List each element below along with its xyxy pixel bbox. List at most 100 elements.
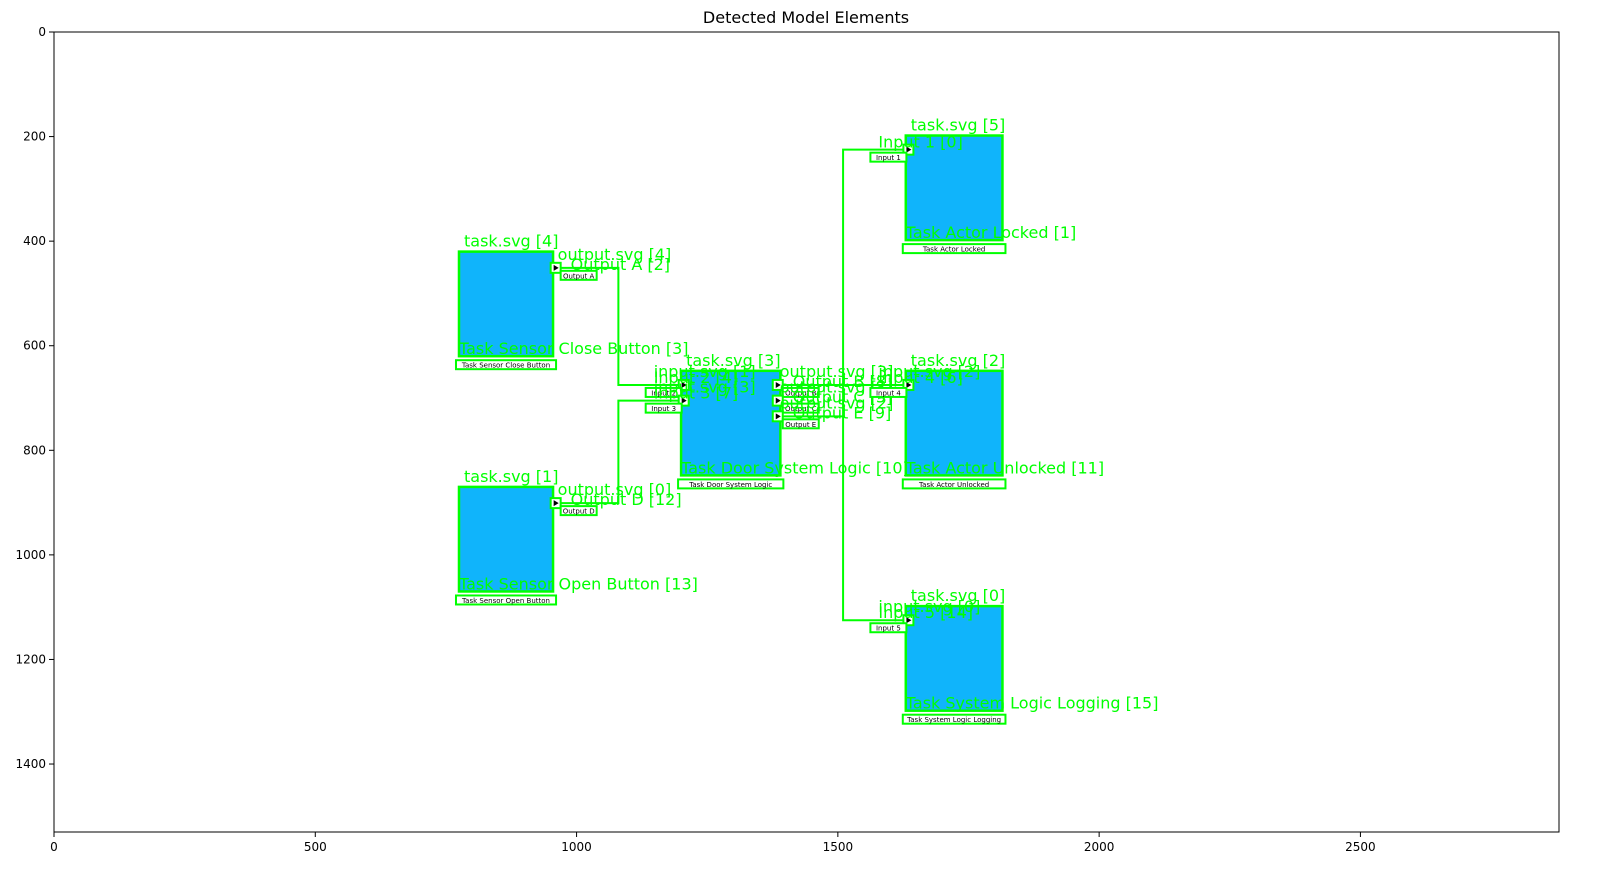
port-caption: Output E bbox=[785, 421, 816, 429]
port-caption: Input 5 bbox=[876, 625, 901, 633]
port-name-label: Input 3 [7] bbox=[654, 384, 738, 403]
port-caption: Output B bbox=[785, 389, 817, 397]
port-name-label: Output B [8] bbox=[793, 372, 892, 391]
task-caption: Task Sensor Close Button bbox=[461, 362, 550, 370]
port-detection-label: output.svg [2] bbox=[780, 393, 894, 412]
task-block bbox=[458, 251, 554, 357]
port-arrow-icon bbox=[775, 381, 781, 388]
port-caption-box bbox=[781, 418, 820, 430]
port-arrow-icon bbox=[775, 413, 781, 420]
port-name-label: Output E [9] bbox=[793, 403, 892, 422]
port-caption: Output D bbox=[563, 508, 595, 516]
task-detection-label: task.svg [1] bbox=[464, 467, 558, 486]
port-name-label: Input 4 [6] bbox=[878, 368, 962, 387]
task-name-label: Task Actor Locked [1] bbox=[905, 223, 1076, 242]
port-name-label: Output D [12] bbox=[571, 490, 682, 509]
plot-frame bbox=[53, 31, 1560, 833]
task-detection-box bbox=[679, 369, 782, 477]
task-detection-box bbox=[457, 485, 555, 593]
x-tick-label: 1000 bbox=[561, 840, 592, 854]
port-name-label: Input 1 [0] bbox=[878, 133, 962, 152]
port-caption-box bbox=[781, 402, 820, 414]
connection-wire bbox=[555, 399, 684, 505]
y-tick-label: 1000 bbox=[15, 548, 46, 562]
port-arrow-icon bbox=[775, 397, 781, 404]
port-caption-box bbox=[869, 151, 908, 163]
port-arrow-icon bbox=[681, 397, 687, 404]
x-tick-label: 0 bbox=[50, 840, 58, 854]
y-tick-label: 0 bbox=[38, 25, 46, 39]
task-caption-box bbox=[454, 359, 558, 371]
y-tick-label: 400 bbox=[23, 234, 46, 248]
axis-ticks: 0 500 1000 1500 2000 2500 0 200 400 600 800 1000 120… bbox=[15, 25, 1375, 854]
port-detection-label: output.svg [4] bbox=[558, 245, 672, 264]
x-tick-label: 1500 bbox=[823, 840, 854, 854]
task-caption-box bbox=[677, 478, 785, 490]
port-name-label: Input 5 [14] bbox=[878, 603, 973, 622]
task-detection-label: task.svg [0] bbox=[911, 586, 1005, 605]
port-caption: Output C bbox=[785, 405, 817, 413]
port-caption: Input 1 bbox=[876, 154, 901, 162]
port-caption-box bbox=[644, 386, 683, 398]
port-arrow-icon bbox=[906, 617, 912, 624]
connection-wire bbox=[842, 416, 909, 622]
port-caption: Input 3 bbox=[651, 405, 676, 413]
port-detection-label: output.svg [1] bbox=[780, 378, 894, 397]
port-caption-box bbox=[781, 386, 820, 398]
task-caption: Task Actor Locked bbox=[922, 246, 985, 254]
task-detection-box bbox=[904, 134, 1004, 242]
port-arrow-icon bbox=[906, 381, 912, 388]
task-name-label: Task Actor Unlocked [11] bbox=[905, 458, 1104, 477]
task-name-label: Task Door System Logic [10] bbox=[680, 458, 909, 477]
task-detection-box bbox=[904, 604, 1004, 712]
port-caption-box bbox=[869, 622, 908, 634]
port-detection-label: output.svg [0] bbox=[558, 480, 672, 499]
port-caption-box bbox=[869, 386, 908, 398]
port-caption: Input 4 bbox=[876, 389, 901, 397]
task-block bbox=[905, 370, 1003, 476]
x-tick-label: 2000 bbox=[1084, 840, 1115, 854]
task-block bbox=[905, 135, 1003, 241]
task-block bbox=[458, 486, 554, 592]
task-caption-box bbox=[454, 594, 558, 606]
task-block bbox=[905, 606, 1003, 711]
task-name-label: Task Sensor Close Button [3] bbox=[458, 339, 689, 358]
task-caption-box bbox=[901, 713, 1007, 725]
port-detection-label: input.svg [2] bbox=[878, 362, 980, 381]
port-name-label: Input 2 [4] bbox=[654, 368, 738, 387]
x-tick-label: 500 bbox=[304, 840, 327, 854]
task-detection-label: task.svg [3] bbox=[686, 351, 780, 370]
connection-wire bbox=[555, 266, 684, 386]
x-tick-label: 2500 bbox=[1345, 840, 1376, 854]
task-detection-label: task.svg [5] bbox=[911, 116, 1005, 135]
task-block bbox=[681, 370, 781, 476]
port-caption-box bbox=[644, 402, 683, 414]
y-tick-label: 800 bbox=[23, 443, 46, 457]
port-arrow-icon bbox=[681, 381, 687, 388]
task-detection-box bbox=[904, 369, 1004, 477]
y-tick-label: 600 bbox=[23, 339, 46, 353]
port-detection-label: input.svg [0] bbox=[878, 597, 980, 616]
task-detection-label: task.svg [4] bbox=[464, 232, 558, 251]
y-tick-label: 1400 bbox=[15, 757, 46, 771]
y-tick-label: 1200 bbox=[15, 652, 46, 666]
port-arrow-icon bbox=[553, 500, 559, 507]
port-arrow-icon bbox=[906, 146, 912, 153]
annotation-layer: Task Sensor Close Button task.svg [4] Task… bbox=[454, 116, 1158, 725]
task-caption: Task Door System Logic bbox=[688, 481, 772, 489]
port-arrow-icon bbox=[553, 264, 559, 271]
port-detection-label: output.svg [3] bbox=[780, 362, 894, 381]
task-name-label: Task Sensor Open Button [13] bbox=[458, 574, 698, 593]
task-caption: Task Actor Unlocked bbox=[918, 481, 989, 489]
task-detection-box bbox=[457, 250, 555, 358]
y-tick-label: 200 bbox=[23, 130, 46, 144]
port-caption: Output A bbox=[563, 272, 595, 280]
task-detection-label: task.svg [2] bbox=[911, 351, 1005, 370]
port-detection-label: input.svg [1] bbox=[654, 362, 756, 381]
port-caption-box bbox=[559, 269, 598, 281]
task-caption-box bbox=[901, 478, 1007, 490]
port-detection-label: input.svg [3] bbox=[654, 378, 756, 397]
port-caption: Input 2 bbox=[651, 389, 676, 397]
port-name-label: Output C [5] bbox=[793, 388, 893, 407]
